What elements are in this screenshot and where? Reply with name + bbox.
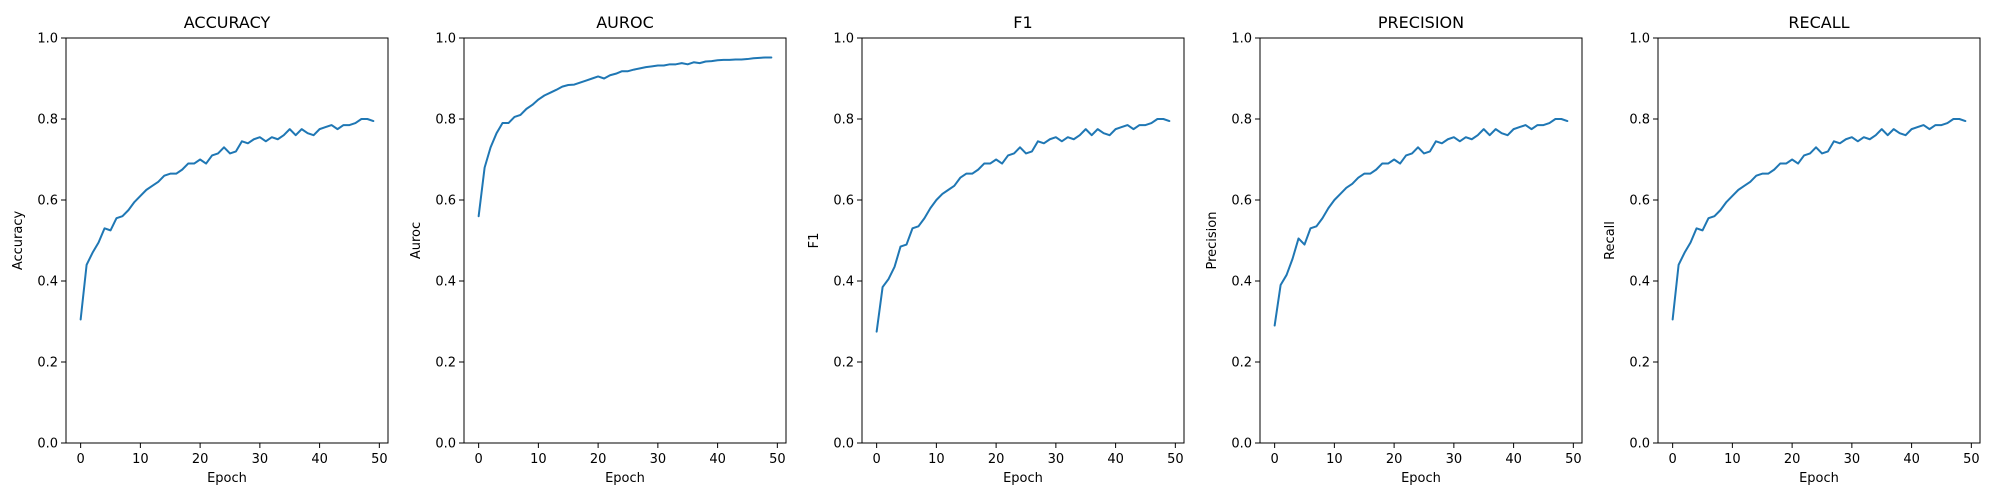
y-tick-label: 1.0 bbox=[833, 32, 854, 47]
x-axis-label: Epoch bbox=[1401, 471, 1441, 486]
x-tick-label: 20 bbox=[590, 452, 607, 467]
y-tick-label: 1.0 bbox=[435, 32, 456, 47]
y-tick-label: 0.2 bbox=[435, 356, 456, 371]
y-tick-label: 1.0 bbox=[37, 32, 58, 47]
x-tick-label: 50 bbox=[769, 452, 786, 467]
x-tick-label: 30 bbox=[252, 452, 269, 467]
y-tick-label: 0.4 bbox=[37, 275, 58, 290]
x-axis-label: Epoch bbox=[207, 471, 247, 486]
y-tick-label: 0.6 bbox=[1629, 194, 1650, 209]
y-tick-label: 0.8 bbox=[833, 113, 854, 128]
chart-title: RECALL bbox=[1788, 13, 1849, 32]
y-tick-label: 0.0 bbox=[833, 437, 854, 452]
y-axis-label: Recall bbox=[1603, 221, 1618, 260]
chart-title: PRECISION bbox=[1378, 13, 1464, 32]
x-tick-label: 50 bbox=[1963, 452, 1980, 467]
y-tick-label: 0.8 bbox=[1231, 113, 1252, 128]
x-tick-label: 10 bbox=[1724, 452, 1741, 467]
y-tick-label: 1.0 bbox=[1231, 32, 1252, 47]
y-tick-label: 0.8 bbox=[37, 113, 58, 128]
x-tick-label: 50 bbox=[1565, 452, 1582, 467]
x-tick-label: 40 bbox=[1107, 452, 1124, 467]
x-tick-label: 20 bbox=[192, 452, 209, 467]
chart-panel-precision: PRECISION 0 10 20 30 40 50 0.0 0.2 0.4 0.6 0.8 1.0 Ep… bbox=[1205, 13, 1583, 486]
y-tick-label: 0.2 bbox=[1231, 356, 1252, 371]
y-tick-label: 1.0 bbox=[1629, 32, 1650, 47]
y-tick-label: 0.0 bbox=[1231, 437, 1252, 452]
y-tick-label: 0.0 bbox=[1629, 437, 1650, 452]
chart-title: F1 bbox=[1013, 13, 1032, 32]
x-tick-label: 30 bbox=[1048, 452, 1065, 467]
x-tick-label: 0 bbox=[1668, 452, 1676, 467]
x-tick-label: 20 bbox=[1386, 452, 1403, 467]
series-line bbox=[1273, 118, 1569, 327]
x-tick-label: 40 bbox=[1505, 452, 1522, 467]
series-line bbox=[477, 56, 773, 218]
y-tick-label: 0.6 bbox=[833, 194, 854, 209]
x-tick-label: 0 bbox=[474, 452, 482, 467]
chart-panel-accuracy: ACCURACY 0 10 20 30 40 50 0.0 0.2 0.4 0.6 0.8 1.0 Epo… bbox=[11, 13, 389, 486]
x-tick-label: 0 bbox=[1270, 452, 1278, 467]
plot-frame bbox=[65, 37, 389, 444]
plot-frame bbox=[1259, 37, 1583, 444]
y-axis-label: Accuracy bbox=[11, 211, 26, 271]
series-line bbox=[875, 118, 1171, 333]
y-tick-label: 0.4 bbox=[1231, 275, 1252, 290]
y-tick-label: 0.2 bbox=[37, 356, 58, 371]
x-tick-label: 30 bbox=[1844, 452, 1861, 467]
x-tick-label: 30 bbox=[650, 452, 667, 467]
chart-panel-auroc: AUROC 0 10 20 30 40 50 0.0 0.2 0.4 0.6 0.8 1.0 Epoch A… bbox=[409, 13, 787, 486]
y-axis-label: Auroc bbox=[409, 222, 424, 259]
y-tick-label: 0.6 bbox=[435, 194, 456, 209]
x-tick-label: 10 bbox=[530, 452, 547, 467]
chart-panel-f1: F1 0 10 20 30 40 50 0.0 0.2 0.4 0.6 0.8 1.0 Epoch F1 bbox=[807, 13, 1185, 486]
series-line bbox=[79, 118, 375, 321]
plot-frame bbox=[463, 37, 787, 444]
plot-frame bbox=[1657, 37, 1981, 444]
chart-title: ACCURACY bbox=[184, 13, 271, 32]
x-tick-label: 10 bbox=[132, 452, 149, 467]
x-tick-label: 40 bbox=[1903, 452, 1920, 467]
y-axis-label: Precision bbox=[1205, 211, 1220, 269]
chart-title: AUROC bbox=[596, 13, 654, 32]
x-tick-label: 30 bbox=[1446, 452, 1463, 467]
x-axis-label: Epoch bbox=[1799, 471, 1839, 486]
x-tick-label: 40 bbox=[311, 452, 328, 467]
x-tick-label: 0 bbox=[872, 452, 880, 467]
y-tick-label: 0.6 bbox=[1231, 194, 1252, 209]
y-tick-label: 0.4 bbox=[1629, 275, 1650, 290]
y-tick-label: 0.4 bbox=[833, 275, 854, 290]
y-tick-label: 0.2 bbox=[1629, 356, 1650, 371]
plot-frame bbox=[861, 37, 1185, 444]
y-axis-label: F1 bbox=[807, 233, 822, 249]
chart-panel-recall: RECALL 0 10 20 30 40 50 0.0 0.2 0.4 0.6 0.8 1.0 Epoch… bbox=[1603, 13, 1981, 486]
x-tick-label: 20 bbox=[1784, 452, 1801, 467]
series-line bbox=[1671, 118, 1967, 321]
x-axis-label: Epoch bbox=[605, 471, 645, 486]
y-tick-label: 0.4 bbox=[435, 275, 456, 290]
y-tick-label: 0.0 bbox=[37, 437, 58, 452]
x-tick-label: 50 bbox=[371, 452, 388, 467]
x-tick-label: 0 bbox=[76, 452, 84, 467]
y-tick-label: 0.2 bbox=[833, 356, 854, 371]
x-axis-label: Epoch bbox=[1003, 471, 1043, 486]
y-tick-label: 0.6 bbox=[37, 194, 58, 209]
x-tick-label: 10 bbox=[1326, 452, 1343, 467]
x-tick-label: 50 bbox=[1167, 452, 1184, 467]
y-tick-label: 0.8 bbox=[435, 113, 456, 128]
y-tick-label: 0.0 bbox=[435, 437, 456, 452]
x-tick-label: 40 bbox=[709, 452, 726, 467]
x-tick-label: 20 bbox=[988, 452, 1005, 467]
x-tick-label: 10 bbox=[928, 452, 945, 467]
y-tick-label: 0.8 bbox=[1629, 113, 1650, 128]
